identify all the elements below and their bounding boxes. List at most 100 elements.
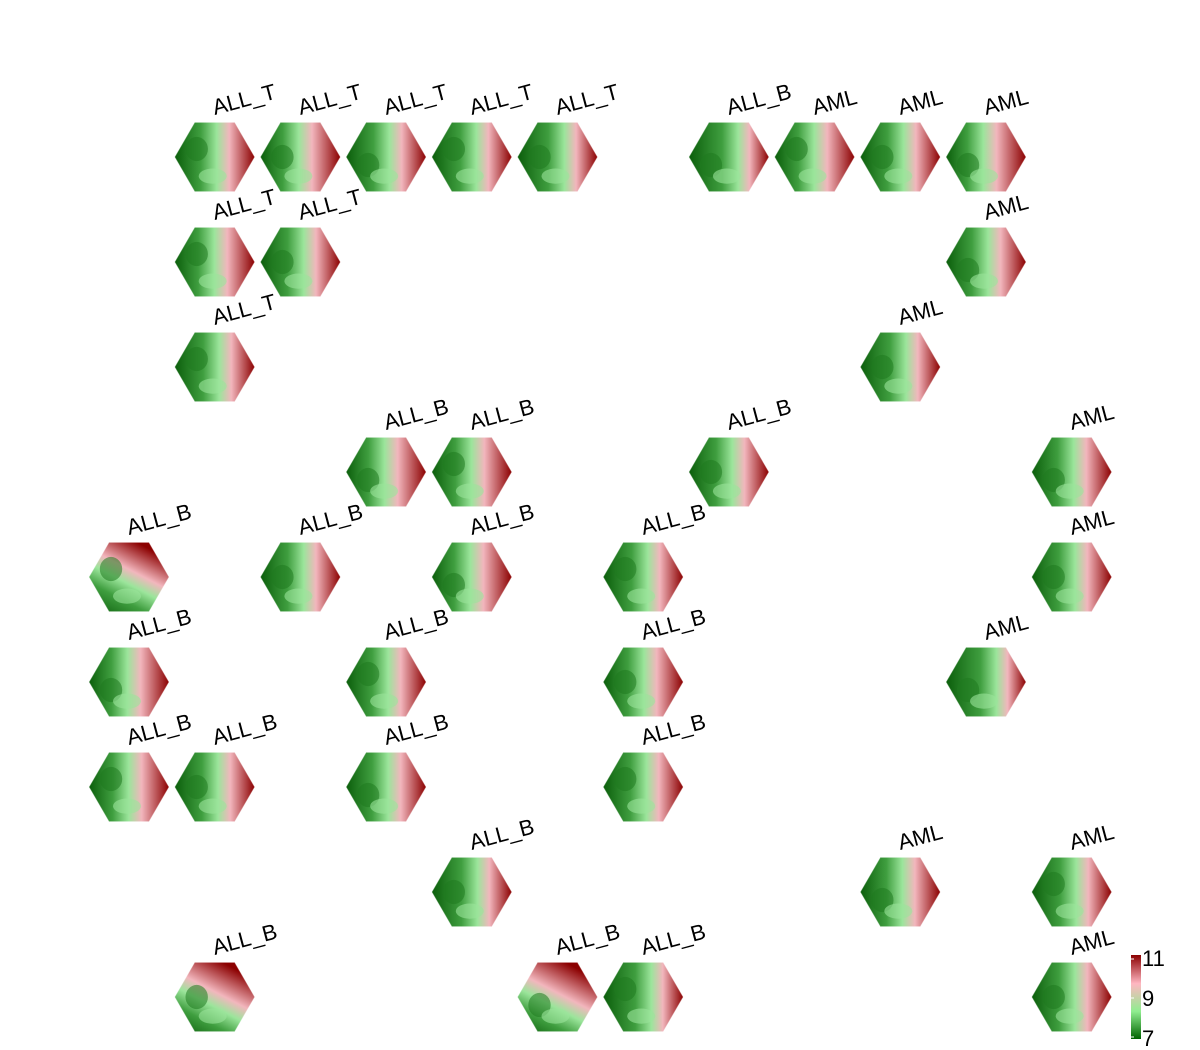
som-cell: ALL_T [174,184,279,298]
cell-mid-region [370,693,399,709]
cell-class-label: ALL_B [467,394,537,435]
cell-outline [859,331,941,403]
som-cell: ALL_B [602,499,708,613]
cell-outline [859,856,941,928]
cell-class-label: AML [981,609,1031,645]
cell-mid-region [627,693,656,709]
cell-class-label: ALL_T [210,79,279,120]
cell-outline [688,121,770,193]
som-cell: AML [859,294,945,403]
cell-class-label: ALL_B [552,919,622,960]
cell-outline [1031,856,1113,928]
cell-class-label: AML [981,84,1031,120]
som-cell: ALL_T [345,79,450,193]
cell-class-label: ALL_B [381,604,451,645]
som-cell: ALL_B [688,394,794,508]
cell-outline [345,646,427,718]
cell-low-region [99,556,123,582]
colorbar-legend: 11 9 7 [1131,946,1165,1050]
cell-hexagon [174,752,255,822]
cell-outline [516,121,599,193]
cell-outline [345,751,427,823]
som-cell: ALL_B [345,394,451,508]
cell-class-label: ALL_T [552,79,621,120]
cell-low-region [1042,984,1065,1010]
cell-mid-region [284,588,313,604]
som-cell: AML [1031,504,1117,613]
cell-mid-region [455,483,484,499]
cell-mid-region [284,273,313,289]
som-cell: AML [774,84,860,193]
cell-outline [859,121,941,193]
cell-mid-region [455,903,484,919]
cell-low-region [614,976,637,1002]
cell-outline [1031,436,1113,508]
cell-mid-region [370,483,399,499]
cell-outline [516,961,599,1033]
cell-mid-region [970,168,998,184]
cell-hexagon [688,437,769,507]
som-cell: ALL_B [259,499,366,613]
cell-hexagon [1031,962,1112,1032]
cell-low-region [442,451,465,477]
cell-outline [88,751,170,823]
cell-mid-region [198,168,227,184]
cell-mid-region [198,378,227,394]
cell-low-region [356,661,380,687]
cell-low-region [271,144,294,170]
cell-class-label: AML [895,84,945,120]
cell-outline [345,436,427,508]
cell-hexagon [1031,542,1112,612]
cell-low-region [271,249,294,275]
cell-hexagon [260,122,341,192]
som-cell: ALL_B [345,604,451,718]
cell-mid-region [541,168,570,184]
cell-mid-region [1055,483,1084,499]
cell-class-label: ALL_B [638,919,708,960]
cell-mid-region [712,483,741,499]
cell-low-region [614,669,637,695]
som-cell: ALL_B [602,709,708,823]
cell-low-region [614,766,637,792]
cell-class-label: ALL_B [724,79,794,120]
cell-class-label: AML [1067,924,1117,960]
cell-low-region [785,136,808,162]
cell-mid-region [884,168,913,184]
cell-outline [774,121,856,193]
colorbar [1131,955,1141,1039]
cell-mid-region [798,168,827,184]
cell-outline [431,856,513,928]
cell-class-label: ALL_B [124,499,194,540]
cell-mid-region [712,168,741,184]
cell-mid-region [1055,1008,1084,1024]
cell-mid-region [1055,903,1084,919]
som-cell: ALL_B [88,499,194,613]
cell-mid-region [198,1008,227,1024]
cell-hexagon [431,857,512,927]
cell-class-label: AML [895,819,945,855]
cell-mid-region [370,798,399,814]
cell-class-label: AML [1067,504,1117,540]
som-cell: ALL_B [431,394,537,508]
cell-class-label: ALL_B [295,499,365,540]
cell-mid-region [455,168,484,184]
cell-low-region [99,766,123,792]
cell-low-region [871,354,894,380]
cell-class-label: ALL_B [210,919,280,960]
cell-low-region [185,136,208,162]
som-cell: AML [859,84,945,193]
som-cell: AML [1031,819,1117,928]
cell-hexagon [260,542,341,612]
cell-outline [602,961,684,1033]
som-cell: AML [1031,924,1117,1033]
som-cell: ALL_B [516,919,623,1033]
som-cell: ALL_T [174,79,279,193]
cell-outline [259,121,341,193]
cell-outline [431,436,513,508]
cell-mid-region [627,588,656,604]
cell-class-label: ALL_T [467,79,536,120]
cell-outline [602,751,684,823]
cell-low-region [185,984,208,1010]
cell-class-label: ALL_B [638,499,708,540]
